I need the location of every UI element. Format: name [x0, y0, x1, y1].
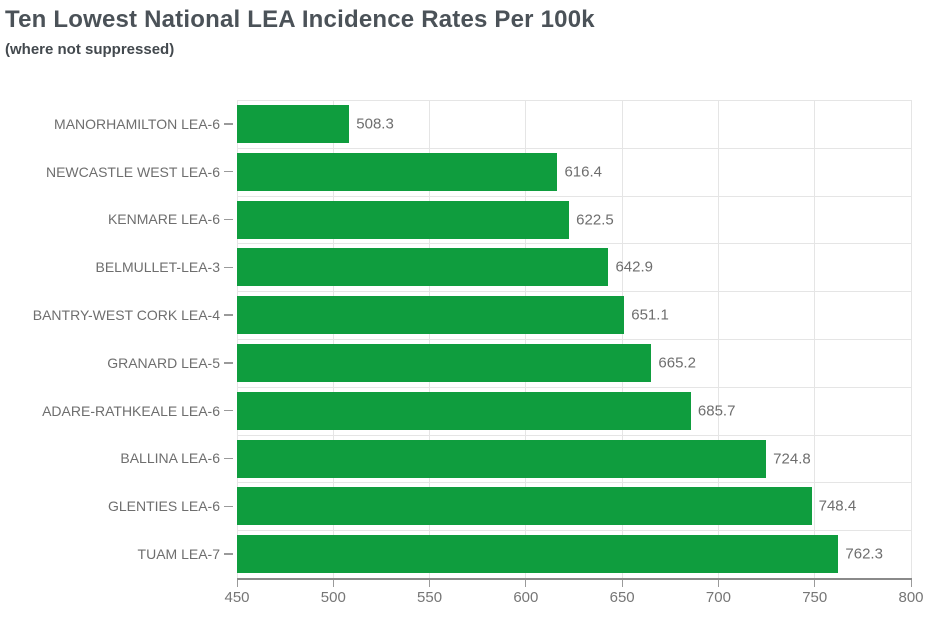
category-tick-mark	[224, 505, 233, 508]
x-axis-tick-mark	[525, 580, 527, 587]
x-axis-tick-label: 550	[417, 589, 443, 606]
x-axis-tick-label: 800	[898, 589, 924, 606]
x-axis-tick-mark	[332, 580, 334, 587]
x-axis-tick-mark	[717, 580, 719, 587]
plot-area: 508.3 616.4 622.5 642.9 651.1 665.2 685.7 724.8…	[236, 100, 912, 578]
bar	[237, 487, 812, 526]
category-tick-mark	[224, 123, 233, 125]
bar	[237, 535, 839, 574]
x-axis-tick-label: 750	[802, 589, 828, 606]
bar-value-label: 685.7	[697, 402, 736, 420]
bar-value-label: 642.9	[615, 258, 654, 276]
bar-value-label: 665.2	[658, 354, 696, 372]
bar-value-label: 508.3	[356, 115, 394, 133]
category-label: NEWCASTLE WEST LEA-6	[45, 163, 220, 180]
category-label: BALLINA LEA-6	[120, 450, 220, 467]
category-tick-mark	[224, 553, 233, 555]
x-axis-tick-label: 500	[320, 589, 346, 606]
horizontal-gridline	[237, 100, 911, 101]
horizontal-gridline	[237, 386, 911, 388]
x-axis-tick-mark	[236, 580, 238, 587]
category-label: KENMARE LEA-6	[107, 211, 220, 228]
horizontal-gridline	[237, 147, 911, 149]
x-axis-tick-label: 700	[705, 589, 731, 606]
horizontal-gridline	[237, 482, 911, 484]
x-axis-tick-mark	[910, 580, 912, 587]
horizontal-gridline	[237, 243, 911, 245]
x-axis-tick-label: 450	[224, 589, 250, 606]
horizontal-gridline	[237, 530, 911, 532]
horizontal-gridline	[237, 291, 911, 293]
bar	[237, 439, 767, 478]
category-tick-mark	[224, 218, 233, 221]
x-axis-line	[237, 578, 912, 580]
x-axis-tick-label: 600	[513, 589, 539, 606]
horizontal-gridline	[237, 434, 911, 436]
x-axis-tick-mark	[429, 580, 431, 587]
category-label: GRANARD LEA-5	[107, 354, 220, 371]
x-axis-tick-mark	[814, 580, 816, 587]
horizontal-gridline	[237, 339, 911, 340]
x-axis-tick-label: 650	[609, 589, 635, 606]
bar	[237, 391, 691, 430]
bar-value-label: 651.1	[631, 306, 669, 324]
bar	[237, 296, 625, 335]
category-tick-mark	[224, 362, 233, 364]
category-label: BANTRY-WEST CORK LEA-4	[32, 307, 220, 324]
chart-title: Ten Lowest National LEA Incidence Rates …	[5, 6, 595, 33]
bar-value-label: 616.4	[564, 163, 602, 181]
bar-value-label: 762.3	[845, 545, 883, 563]
x-axis-tick-mark	[621, 580, 623, 587]
category-label: MANORHAMILTON LEA-6	[54, 115, 220, 132]
vertical-gridline	[910, 100, 912, 578]
category-tick-mark	[224, 457, 233, 460]
category-label: BELMULLET-LEA-3	[95, 259, 221, 276]
category-tick-mark	[224, 409, 233, 412]
horizontal-gridline	[237, 195, 911, 197]
category-label: GLENTIES LEA-6	[107, 498, 220, 515]
category-tick-mark	[224, 170, 233, 173]
bar-value-label: 748.4	[818, 497, 857, 515]
category-tick-mark	[224, 266, 233, 269]
bar-value-label: 724.8	[773, 450, 811, 467]
bar	[237, 152, 558, 191]
bar-value-label: 622.5	[576, 211, 614, 228]
chart-subtitle: (where not suppressed)	[5, 41, 175, 58]
category-label: ADARE-RATHKEALE LEA-6	[42, 402, 220, 419]
category-tick-mark	[224, 314, 233, 316]
bar	[237, 343, 652, 382]
bar	[237, 104, 350, 143]
bar	[237, 248, 609, 287]
category-label: TUAM LEA-7	[137, 546, 220, 563]
bar	[237, 200, 570, 239]
